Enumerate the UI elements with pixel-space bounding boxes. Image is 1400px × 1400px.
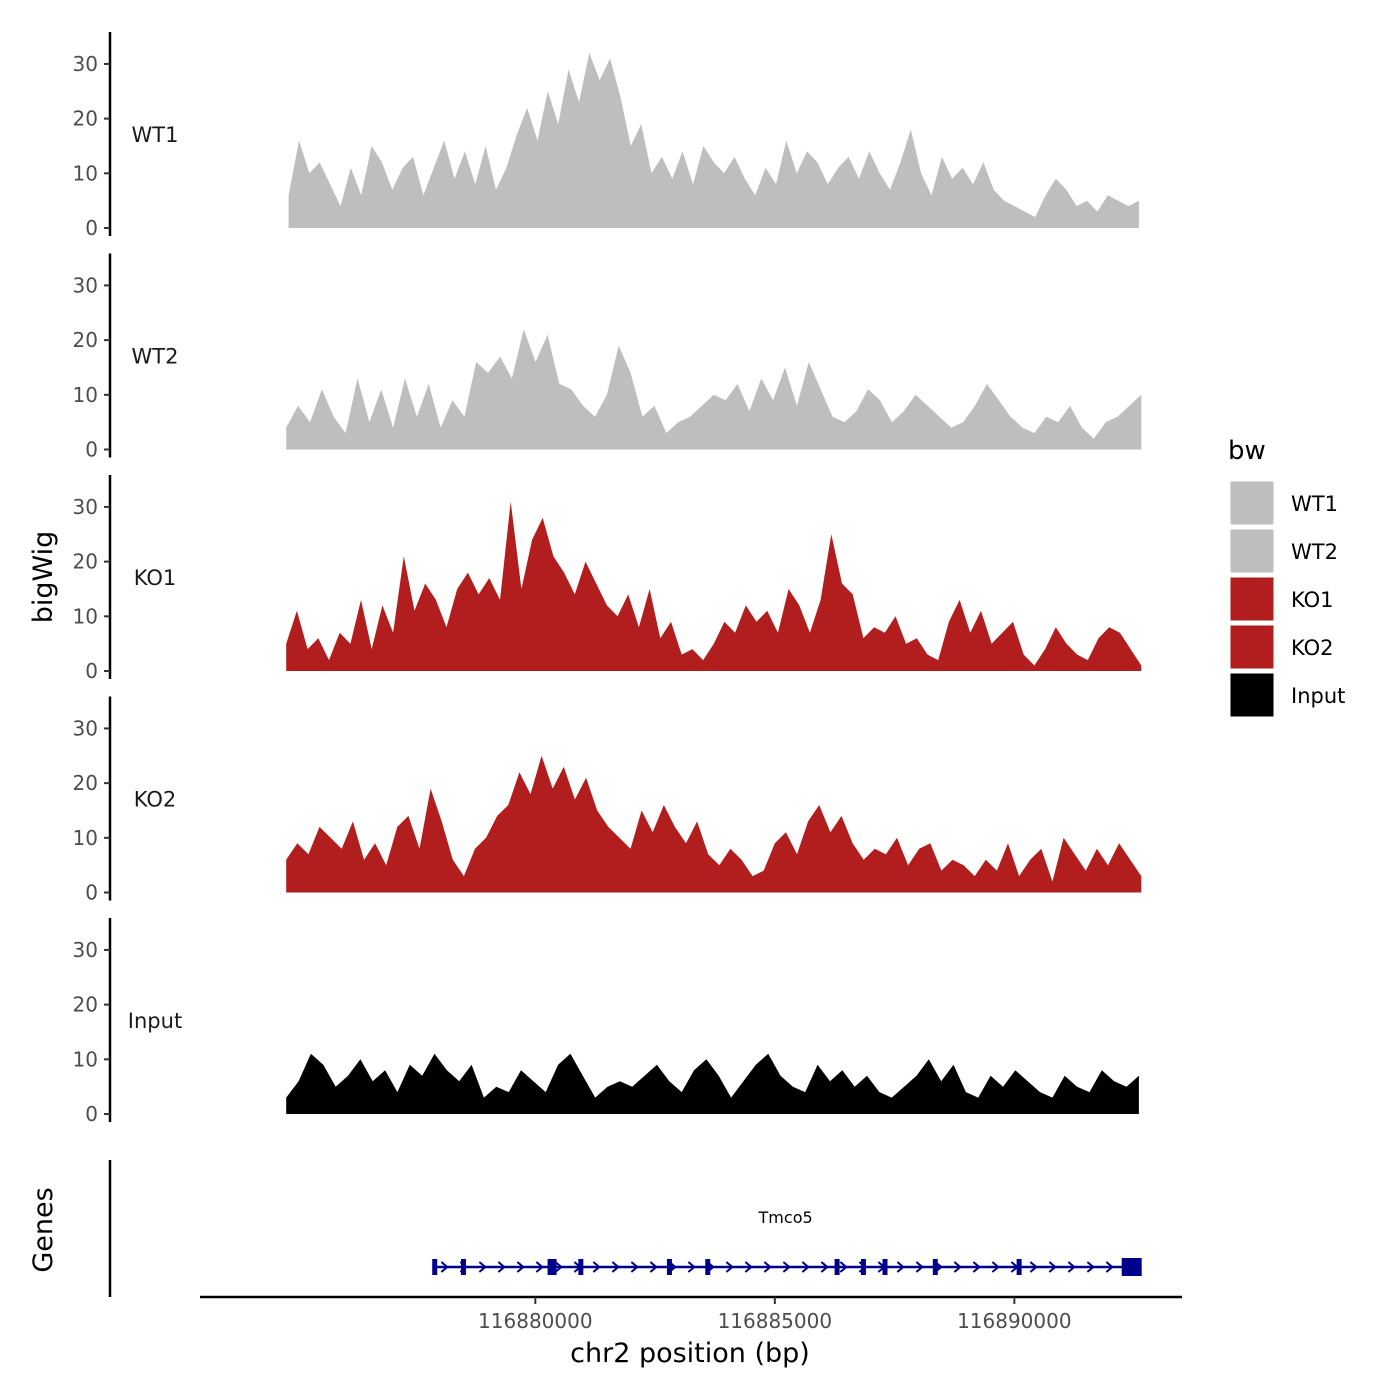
strand-arrow: [1105, 1261, 1114, 1273]
exon: [547, 1259, 557, 1275]
y-tick-label: 10: [73, 161, 98, 185]
exon: [460, 1259, 466, 1275]
strand-arrow: [896, 1261, 905, 1273]
strand-arrow: [782, 1261, 791, 1273]
track-label: WT2: [132, 345, 179, 369]
y-tick-label: 20: [73, 107, 98, 131]
strand-arrow: [744, 1261, 753, 1273]
strand-arrow: [554, 1261, 563, 1273]
track-label: KO1: [134, 566, 177, 590]
strand-arrow: [915, 1261, 924, 1273]
genes-axis-title: Genes: [28, 1187, 59, 1272]
genes-panel: Tmco5: [108, 1160, 1142, 1297]
area-input: [286, 1053, 1139, 1114]
y-tick-label: 30: [73, 495, 98, 519]
track-label: KO2: [134, 788, 177, 812]
track-wt2: 0 10 20 30 WT2: [73, 253, 1142, 462]
legend-label-input: Input: [1291, 684, 1345, 708]
legend-label-ko2: KO2: [1291, 636, 1334, 660]
exon: [666, 1259, 672, 1275]
legend-title: bw: [1228, 436, 1266, 466]
y-tick-label: 0: [85, 438, 98, 462]
area-ko2: [286, 755, 1142, 893]
y-tick-label: 20: [73, 993, 98, 1017]
legend-swatch-ko1: [1227, 574, 1277, 624]
exon: [1121, 1258, 1142, 1276]
strand-arrow: [478, 1261, 487, 1273]
strand-arrow: [1029, 1261, 1038, 1273]
legend-label-ko1: KO1: [1291, 588, 1334, 612]
y-tick-label: 10: [73, 383, 98, 407]
y-tick-label: 20: [73, 550, 98, 574]
strand-arrow: [611, 1261, 620, 1273]
y-tick-label: 10: [73, 1047, 98, 1071]
area-wt2: [286, 329, 1142, 450]
strand-arrow: [1067, 1261, 1076, 1273]
strand-arrow: [839, 1261, 848, 1273]
legend-swatch-input: [1227, 670, 1277, 720]
track-ko2: 0 10 20 30 KO2: [73, 696, 1142, 905]
legend-swatch-wt2: [1227, 526, 1277, 576]
area-wt1: [288, 53, 1139, 228]
y-tick-label: 0: [85, 216, 98, 240]
track-ko1: 0 10 20 30 KO1: [73, 475, 1142, 683]
strand-arrow: [687, 1261, 696, 1273]
y-tick-label: 30: [73, 938, 98, 962]
x-tick-label: 116880000: [478, 1309, 593, 1333]
exon: [1016, 1259, 1022, 1275]
strand-arrow: [592, 1261, 601, 1273]
exon: [432, 1259, 438, 1275]
strand-arrow: [440, 1261, 449, 1273]
strand-arrow: [991, 1261, 1000, 1273]
exon: [882, 1259, 888, 1275]
area-ko1: [286, 501, 1142, 671]
exon: [834, 1259, 840, 1275]
y-axis-title: bigWig: [28, 531, 59, 624]
y-tick-label: 0: [85, 1102, 98, 1126]
legend-label-wt2: WT2: [1291, 540, 1338, 564]
gene-label: Tmco5: [758, 1208, 813, 1227]
exon: [578, 1259, 584, 1275]
y-tick-label: 30: [73, 52, 98, 76]
y-tick-label: 20: [73, 771, 98, 795]
strand-arrow: [801, 1261, 810, 1273]
legend-label-wt1: WT1: [1291, 492, 1338, 516]
strand-arrow: [630, 1261, 639, 1273]
y-tick-label: 20: [73, 328, 98, 352]
strand-arrow: [535, 1261, 544, 1273]
x-tick-label: 116890000: [957, 1309, 1072, 1333]
track-label: Input: [128, 1009, 182, 1033]
strand-arrow: [820, 1261, 829, 1273]
y-tick-label: 0: [85, 881, 98, 905]
y-tick-label: 30: [73, 716, 98, 740]
strand-arrow: [763, 1261, 772, 1273]
y-tick-label: 30: [73, 273, 98, 297]
tracks: 0 10 20 30 WT1 0 10 20 30 WT2 0 10 20 30 KO1 0 10 20 30 KO2…: [73, 32, 1142, 1126]
x-tick-label: 116885000: [718, 1309, 833, 1333]
track-label: WT1: [132, 123, 179, 147]
strand-arrow: [953, 1261, 962, 1273]
track-wt1: 0 10 20 30 WT1: [73, 32, 1139, 240]
legend: bw WT1 WT2 KO1 KO2 Input: [1227, 436, 1345, 720]
exon: [705, 1259, 711, 1275]
strand-arrow: [972, 1261, 981, 1273]
x-axis: 116880000 116885000 116890000: [200, 1295, 1182, 1333]
y-tick-label: 10: [73, 604, 98, 628]
y-tick-label: 10: [73, 826, 98, 850]
exon: [860, 1259, 866, 1275]
strand-arrow: [516, 1261, 525, 1273]
strand-arrow: [1086, 1261, 1095, 1273]
y-tick-label: 0: [85, 659, 98, 683]
exon: [932, 1259, 938, 1275]
legend-swatch-wt1: [1227, 478, 1277, 528]
strand-arrow: [649, 1261, 658, 1273]
strand-arrow: [497, 1261, 506, 1273]
strand-arrow: [725, 1261, 734, 1273]
strand-arrow: [1048, 1261, 1057, 1273]
track-input: 0 10 20 30 Input: [73, 918, 1139, 1126]
legend-swatch-ko2: [1227, 622, 1277, 672]
x-axis-title: chr2 position (bp): [570, 1338, 810, 1369]
